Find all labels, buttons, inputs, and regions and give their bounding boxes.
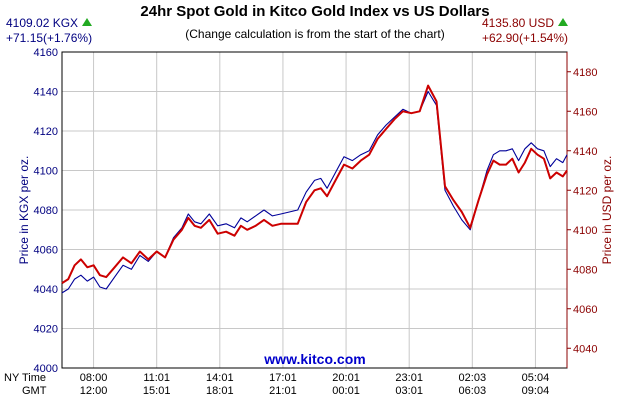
x-tick-gmt: 09:04 <box>522 385 550 397</box>
kgx-change: +71.15(+1.76%) <box>6 31 93 45</box>
y-tick-left: 4160 <box>34 47 58 59</box>
y-tick-right: 4120 <box>573 185 597 197</box>
kgx-price-readout: 4109.02 KGX <box>6 16 93 30</box>
x-tick-ny: 20:01 <box>332 372 360 384</box>
y-tick-left: 4060 <box>34 245 58 257</box>
y-tick-left: 4040 <box>34 284 58 296</box>
x-tick-gmt: 12:00 <box>80 385 108 397</box>
y-tick-right: 4160 <box>573 106 597 118</box>
x-tick-ny: 08:00 <box>80 372 108 384</box>
usd-price: 4135.80 USD <box>481 16 554 30</box>
x-tick-ny: 17:01 <box>269 372 297 384</box>
usd-series-line <box>61 84 568 284</box>
x-tick-ny: 11:01 <box>143 372 170 384</box>
x-tick-gmt: 00:01 <box>332 385 360 397</box>
y-tick-left: 4000 <box>34 363 58 375</box>
x-row-label-gmt: GMT <box>22 385 47 397</box>
x-tick-ny: 02:03 <box>459 372 487 384</box>
x-tick-gmt: 06:03 <box>459 385 487 397</box>
y-tick-left: 4140 <box>34 87 58 99</box>
x-tick-gmt: 21:01 <box>269 385 297 397</box>
x-tick-gmt: 03:01 <box>395 385 423 397</box>
usd-change: +62.90(+1.54%) <box>481 31 568 45</box>
y-tick-left: 4080 <box>34 205 58 217</box>
x-tick-ny: 23:01 <box>395 372 423 384</box>
y-tick-right: 4140 <box>573 146 597 158</box>
kgx-series-line <box>61 90 568 294</box>
grid <box>62 51 567 369</box>
y-tick-left: 4120 <box>34 126 58 138</box>
y-tick-right: 4180 <box>573 67 597 79</box>
y-tick-right: 4060 <box>573 304 597 316</box>
up-arrow-icon <box>82 18 93 26</box>
y-tick-left: 4020 <box>34 324 58 336</box>
y-tick-left: 4100 <box>34 166 58 178</box>
chart-subtitle: (Change calculation is from the start of… <box>185 27 445 41</box>
y-tick-right: 4040 <box>573 343 597 355</box>
x-row-label-ny: NY Time <box>4 372 46 384</box>
watermark: www.kitco.com <box>263 351 365 367</box>
x-tick-gmt: 15:01 <box>143 385 171 397</box>
usd-price-readout: 4135.80 USD <box>482 16 568 30</box>
y-axis-label-right: Price in USD per oz. <box>600 156 614 265</box>
up-arrow-icon <box>558 18 568 26</box>
chart-title: 24hr Spot Gold in Kitco Gold Index vs US… <box>140 3 490 20</box>
x-tick-ny: 14:01 <box>206 372 234 384</box>
kgx-price: 4109.02 KGX <box>6 16 79 30</box>
y-axis-label-left: Price in KGX per oz. <box>17 156 31 265</box>
y-tick-right: 4100 <box>573 225 597 237</box>
x-tick-ny: 05:04 <box>522 372 550 384</box>
x-tick-gmt: 18:01 <box>206 385 234 397</box>
y-tick-right: 4080 <box>573 264 597 276</box>
